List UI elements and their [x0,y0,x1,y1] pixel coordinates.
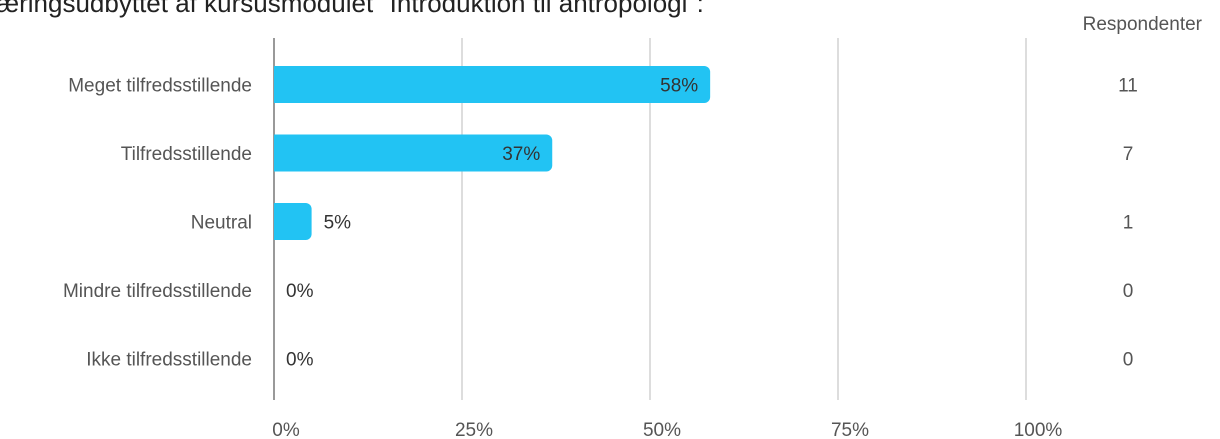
bar-left-edge [274,66,282,103]
value-label: 0% [286,281,314,302]
bar [274,134,553,172]
chart-title: æringsudbyttet af kursusmodulet "Introdu… [0,0,704,18]
value-label: 0% [286,350,314,371]
category-label: Meget tilfredsstillende [68,76,252,97]
respondent-count: 0 [1123,350,1134,371]
bar [274,66,711,103]
bar-left-edge [274,134,282,172]
category-label: Ikke tilfredsstillende [86,350,252,371]
respondent-count: 0 [1123,281,1134,302]
bar [274,203,312,240]
x-tick-label: 0% [272,420,300,439]
respondent-count: 11 [1118,76,1138,97]
value-label: 37% [502,144,540,165]
respondent-count: 7 [1123,144,1134,165]
x-tick-label: 100% [1014,420,1063,439]
category-label: Neutral [191,213,252,234]
x-tick-label: 25% [455,420,493,439]
bar-left-edge [274,203,282,240]
value-label: 58% [660,76,698,97]
x-tick-label: 50% [643,420,681,439]
respondent-count: 1 [1123,213,1134,234]
respondents-header: Respondenter [1082,14,1202,35]
value-label: 5% [324,213,352,234]
category-label: Tilfredsstillende [121,144,252,165]
category-label: Mindre tilfredsstillende [63,281,252,302]
x-tick-label: 75% [831,420,869,439]
